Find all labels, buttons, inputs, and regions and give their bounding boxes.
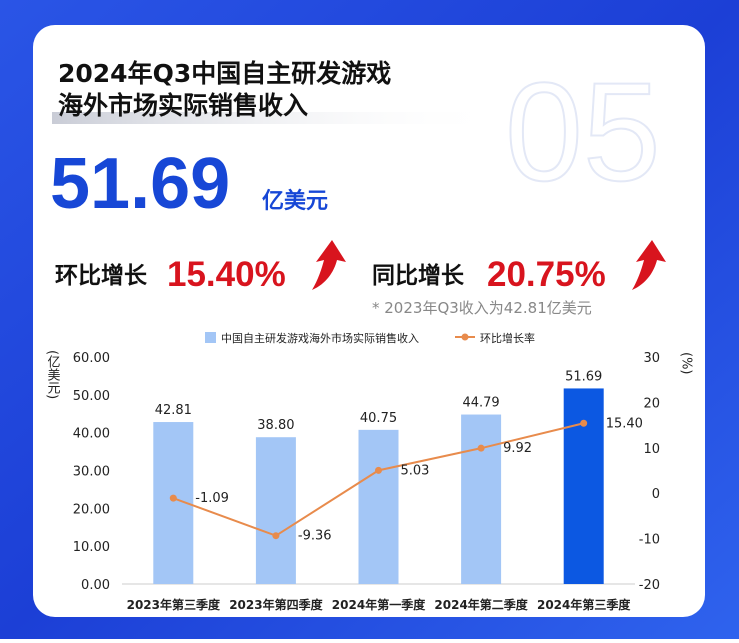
y-tick-label: 30.00 [73,465,110,480]
x-tick-label: 2024年第一季度 [332,597,426,612]
bar-value-label: 51.69 [565,369,602,384]
y-axis-label: (亿美元) [45,350,61,399]
y-tick-label: 0.00 [81,578,110,593]
y-tick-label: 40.00 [73,427,110,442]
up-arrow [632,240,666,290]
bar [358,429,399,584]
headline-value: 51.69 [50,144,230,224]
line-point [580,419,588,427]
x-tick-label: 2023年第三季度 [127,597,221,612]
bar [563,388,604,584]
legend-swatch [461,333,469,341]
y-tick-label: 60.00 [73,351,110,366]
legend-swatch [205,332,216,343]
legend-label: 环比增长率 [480,331,535,345]
x-tick-label: 2023年第四季度 [229,597,323,612]
legend-label: 中国自主研发游戏海外市场实际销售收入 [221,331,419,345]
y2-tick-label: -20 [639,578,660,593]
bar-value-label: 38.80 [257,418,294,433]
bar [461,414,502,584]
y2-tick-label: 30 [643,351,660,366]
metric-value: 15.40% [167,255,286,294]
line-point [169,494,177,502]
y-tick-label: 10.00 [73,540,110,555]
x-tick-label: 2024年第二季度 [434,597,528,612]
card [33,25,705,617]
y2-tick-label: 0 [652,487,660,502]
y2-tick-label: 20 [643,396,660,411]
y2-axis-label: (%) [679,352,694,375]
title: 2024年Q3中国自主研发游戏 [58,59,391,88]
note: * 2023年Q3收入为42.81亿美元 [372,299,592,317]
bar-value-label: 44.79 [462,396,499,411]
line-point [477,444,485,452]
title: 海外市场实际销售收入 [58,91,308,120]
metric-label: 同比增长 [372,262,465,289]
line-value-label: 5.03 [401,463,430,478]
headline-unit: 亿美元 [262,188,328,214]
title-underline [52,112,502,124]
up-arrow [312,240,346,290]
y2-tick-label: 10 [643,442,660,457]
line-point [272,532,280,540]
line-value-label: -9.36 [298,529,332,544]
line-value-label: 15.40 [606,416,643,431]
metric-value: 20.75% [487,255,606,294]
bar-value-label: 40.75 [360,411,397,426]
y-tick-label: 20.00 [73,502,110,517]
y2-tick-label: -10 [639,533,660,548]
line-value-label: 9.92 [503,441,532,456]
chart: 0.00 10.00 20.00 30.00 40.00 50.00 60.00 -20 -10… [45,331,694,612]
y-tick-label: 50.00 [73,389,110,404]
bar [255,437,296,584]
line-value-label: -1.09 [195,491,229,506]
watermark: 05 [505,53,661,210]
metric-label: 环比增长 [55,262,148,289]
x-tick-label: 2024年第三季度 [537,597,631,612]
line-point [375,466,382,474]
bar-value-label: 42.81 [155,403,192,418]
